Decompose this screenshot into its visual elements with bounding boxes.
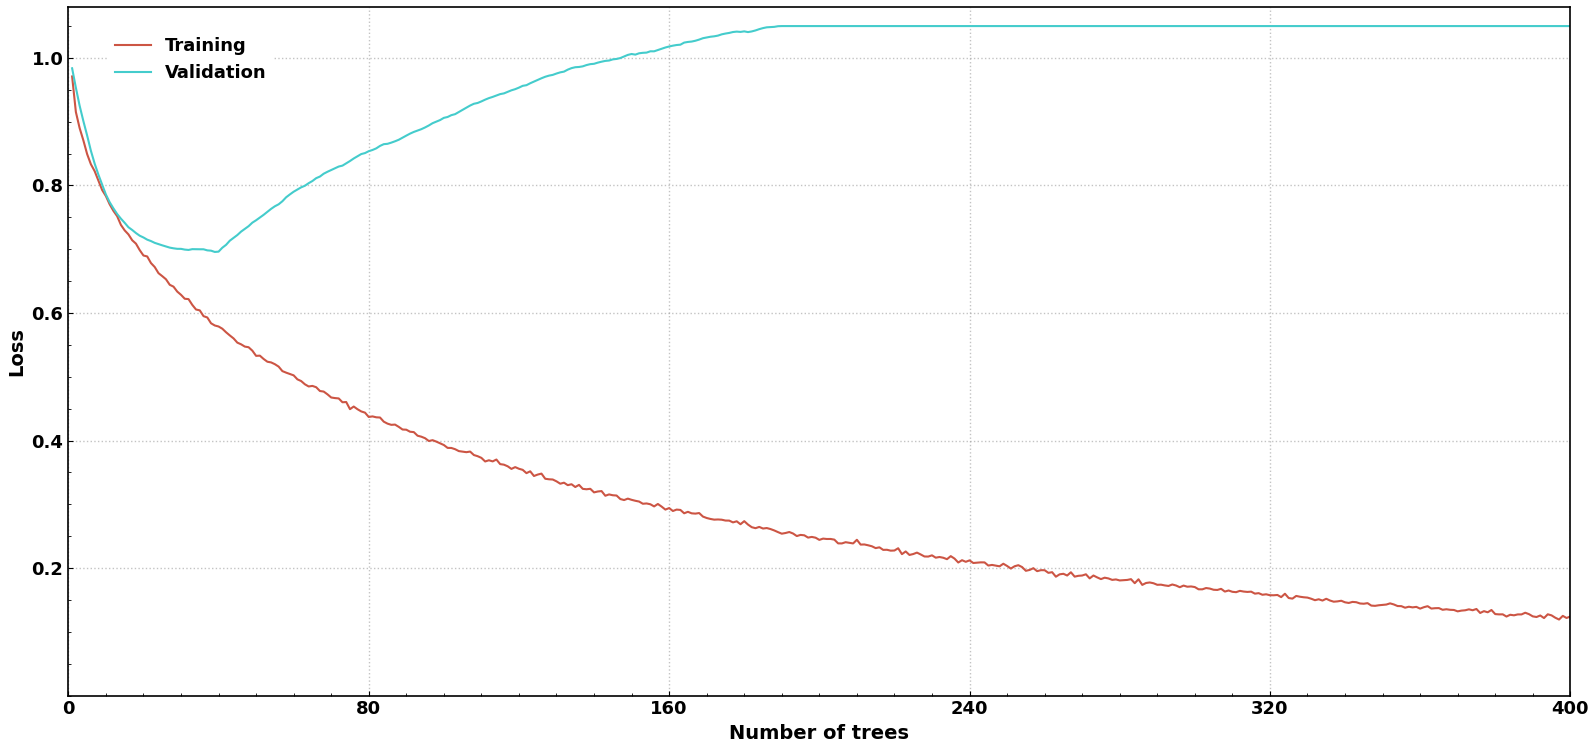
Training <box>551 479 570 488</box>
Validation <box>206 248 225 256</box>
Validation <box>554 67 573 76</box>
Training <box>1151 580 1170 590</box>
Validation <box>772 22 792 31</box>
Training <box>1144 579 1163 588</box>
Y-axis label: Loss: Loss <box>6 327 26 376</box>
Training <box>1561 612 1580 621</box>
Validation <box>1151 22 1170 31</box>
Validation <box>1159 22 1178 31</box>
Training <box>1550 615 1569 624</box>
Validation <box>1561 22 1580 31</box>
Validation <box>659 42 678 51</box>
Validation <box>62 64 81 73</box>
Training <box>243 346 262 355</box>
Training <box>62 72 81 81</box>
X-axis label: Number of trees: Number of trees <box>729 724 910 743</box>
Training <box>656 505 675 514</box>
Validation <box>246 216 265 225</box>
Line: Training: Training <box>72 76 1570 620</box>
Training <box>1005 562 1025 571</box>
Legend: Training, Validation: Training, Validation <box>107 30 275 89</box>
Line: Validation: Validation <box>72 26 1570 252</box>
Validation <box>1012 22 1031 31</box>
